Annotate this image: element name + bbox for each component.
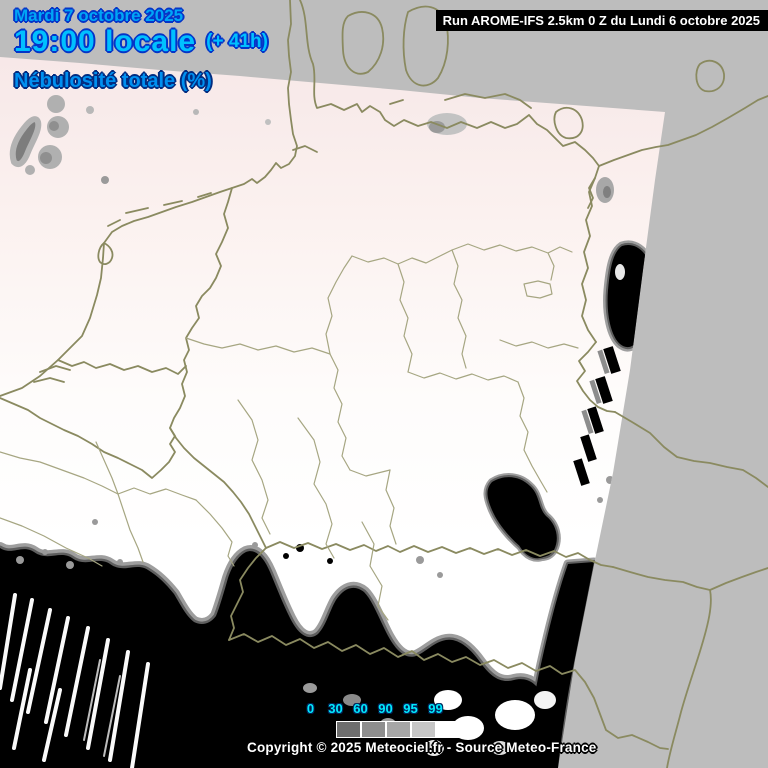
variable-label: Nébulosité totale (%) (14, 70, 212, 92)
legend-swatch (411, 721, 436, 738)
wadden-islands (107, 192, 212, 227)
legend-value: 99 (428, 701, 443, 716)
legend-swatch (361, 721, 386, 738)
copyright-label: Copyright © 2025 Meteociel.fr - Source M… (247, 740, 597, 755)
valid-time-label: 19:00 locale (+ 41h) (14, 25, 268, 59)
thin-cloud-patches (9, 95, 614, 203)
legend-value: 30 (328, 701, 343, 716)
border-germany-poland (581, 177, 597, 343)
border-belgium-france (0, 397, 176, 479)
legend-swatch (386, 721, 411, 738)
border-czechia-austria (614, 411, 768, 488)
border-nl-be-lux-france-germany (169, 187, 267, 549)
lake-ijssel (97, 242, 114, 265)
legend-color-scale (336, 721, 461, 738)
clear-sky-regions (0, 245, 651, 768)
run-info-bar: Run AROME-IFS 2.5km 0 Z du Lundi 6 octob… (435, 10, 768, 31)
border-switzerland-germany-austria (265, 541, 614, 568)
local-time: 19:00 locale (14, 25, 197, 58)
island-bornholm (695, 60, 725, 93)
edge-clear-streaks (556, 346, 621, 641)
island-fehmarn (389, 99, 404, 105)
white-streak-clouds (0, 593, 150, 768)
border-belgium-netherlands (57, 359, 187, 375)
legend-value: 60 (353, 701, 368, 716)
border-switzerland-italy (228, 633, 669, 750)
island-funen (341, 11, 385, 75)
island-lolland (444, 93, 532, 109)
coast-jutland-baltic (299, 0, 600, 209)
date-label: Mardi 7 octobre 2025 (14, 6, 184, 25)
legend-swatch (436, 721, 461, 738)
cloud-blobs-in-clear-zone (303, 264, 625, 756)
forecast-hour-offset: (+ 41h) (206, 31, 268, 52)
border-austria-slovenia-hungary (612, 566, 768, 768)
legend-scale-values: 0 30 60 90 95 99 (298, 701, 448, 716)
border-france-switzerland (228, 547, 267, 641)
legend-value: 95 (403, 701, 418, 716)
berlin-outline (523, 280, 553, 299)
island-ruegen (553, 106, 584, 140)
legend-swatch (336, 721, 361, 738)
zeeland-islands (33, 365, 71, 383)
coast-netherlands-germany (0, 0, 298, 397)
legend-value: 90 (378, 701, 393, 716)
coast-poland (598, 95, 768, 167)
border-denmark-germany (292, 145, 318, 153)
region-borders (0, 243, 579, 621)
border-germany-czechia (576, 341, 616, 413)
legend-value: 0 (306, 701, 315, 716)
